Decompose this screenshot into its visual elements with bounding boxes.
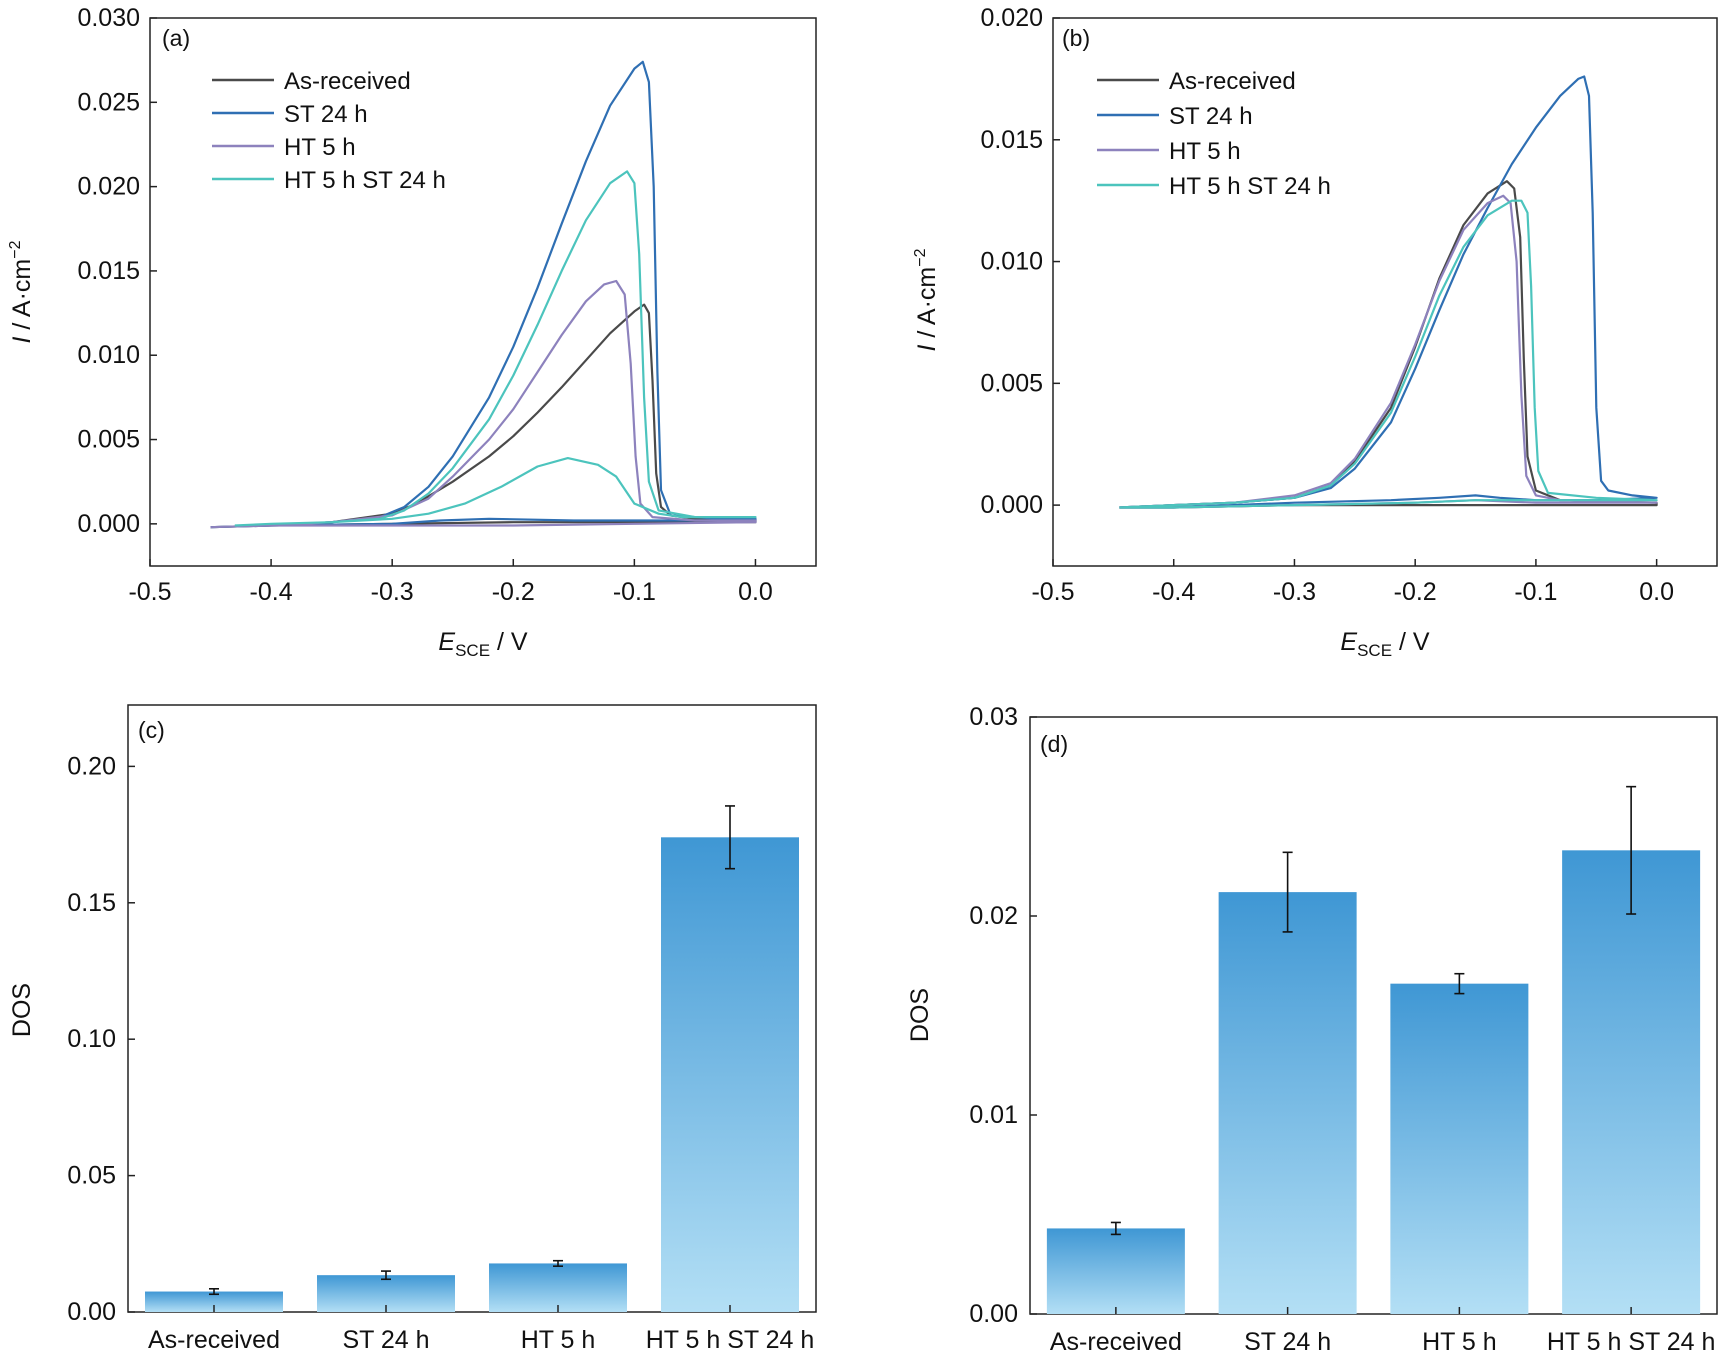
- bar-st-24-h: [1218, 892, 1357, 1314]
- panel-d-bar-chart: (d) 0.00 0.01 0.02 0.03 As-received ST 24 h H…: [906, 703, 1718, 1356]
- bar-ht-5-h-st-24-h: [661, 837, 799, 1312]
- bar-as-received: [1046, 1228, 1185, 1314]
- y-tick-label: 0.025: [77, 88, 140, 116]
- series-line-as-received: [210, 303, 757, 529]
- y-tick-label: 0.000: [77, 510, 140, 538]
- y-tick-label: 0.00: [969, 1300, 1018, 1328]
- series-line-st-24-h: [1119, 75, 1658, 509]
- x-tick-label: -0.1: [613, 578, 656, 606]
- y-tick-label: 0.000: [980, 491, 1043, 519]
- panel-c-y-axis-label: DOS: [8, 983, 36, 1037]
- x-category-label: ST 24 h: [1244, 1328, 1331, 1356]
- x-category-label: HT 5 h: [1422, 1328, 1497, 1356]
- x-tick-label: -0.2: [1394, 578, 1437, 606]
- y-tick-label: 0.020: [980, 4, 1043, 32]
- panel-b-frame: [1052, 17, 1718, 567]
- x-tick-label: 0.0: [738, 578, 773, 606]
- x-tick-label: 0.0: [1639, 578, 1674, 606]
- series-line-ht-5-h-st-24-h: [234, 170, 757, 527]
- panel-a-frame: [149, 17, 817, 567]
- panel-a-y-ticks: 0.000 0.005 0.010 0.015 0.020 0.025 0.030: [77, 4, 157, 538]
- panel-b-y-ticks: 0.000 0.005 0.010 0.015 0.020: [980, 4, 1060, 519]
- panel-a-x-ticks: -0.5 -0.4 -0.3 -0.2 -0.1 0.0: [128, 559, 773, 606]
- legend-label: HT 5 h ST 24 h: [284, 167, 446, 194]
- bar-as-received: [145, 1291, 283, 1312]
- panel-d-x-ticks: As-received ST 24 h HT 5 h HT 5 h ST 24 h: [1050, 1307, 1716, 1356]
- x-tick-label: -0.3: [1273, 578, 1316, 606]
- x-tick-label: -0.4: [250, 578, 293, 606]
- panel-b-x-ticks: -0.5 -0.4 -0.3 -0.2 -0.1 0.0: [1031, 559, 1674, 606]
- y-tick-label: 0.030: [77, 4, 140, 32]
- y-tick-label: 0.010: [77, 341, 140, 369]
- bar-ht-5-h: [1390, 983, 1529, 1314]
- x-category-label: As-received: [1050, 1328, 1182, 1356]
- x-tick-label: -0.2: [492, 578, 535, 606]
- panel-a-y-axis-label: I / A·cm−2: [7, 240, 36, 343]
- series-line-as-received: [1119, 180, 1658, 509]
- y-tick-label: 0.010: [980, 248, 1043, 276]
- y-tick-label: 0.005: [77, 426, 140, 454]
- legend-label: ST 24 h: [284, 101, 368, 128]
- y-tick-label: 0.00: [67, 1298, 116, 1326]
- legend-label: ST 24 h: [1169, 103, 1253, 130]
- y-tick-label: 0.10: [67, 1025, 116, 1053]
- y-tick-label: 0.005: [980, 369, 1043, 397]
- x-tick-label: -0.4: [1152, 578, 1195, 606]
- x-tick-label: -0.5: [1031, 578, 1074, 606]
- panel-a-tag: (a): [162, 25, 190, 51]
- panel-d-tag: (d): [1040, 731, 1068, 757]
- x-tick-label: -0.1: [1514, 578, 1557, 606]
- y-tick-label: 0.02: [969, 902, 1018, 930]
- x-category-label: ST 24 h: [342, 1326, 429, 1354]
- x-category-label: HT 5 h: [521, 1326, 596, 1354]
- panel-c-y-ticks: 0.00 0.05 0.10 0.15 0.20: [67, 752, 135, 1326]
- series-line-ht-5-h: [210, 279, 757, 529]
- panel-b-legend: As-received ST 24 h HT 5 h HT 5 h ST 24 h: [1097, 68, 1331, 200]
- legend-label: HT 5 h ST 24 h: [1169, 173, 1331, 200]
- legend-label: As-received: [1169, 68, 1296, 95]
- panel-d-bars: [1046, 785, 1701, 1314]
- panel-b-series: [1119, 75, 1658, 509]
- y-tick-label: 0.03: [969, 703, 1018, 731]
- y-tick-label: 0.15: [67, 889, 116, 917]
- legend-label: HT 5 h: [284, 134, 356, 161]
- y-tick-label: 0.020: [77, 173, 140, 201]
- y-tick-label: 0.015: [77, 257, 140, 285]
- bar-ht-5-h: [489, 1263, 627, 1312]
- legend-label: HT 5 h: [1169, 138, 1241, 165]
- panel-c-frame: [127, 704, 817, 1313]
- panel-d-y-axis-label: DOS: [906, 988, 934, 1042]
- panel-c-x-ticks: As-received ST 24 h HT 5 h HT 5 h ST 24 h: [148, 1305, 814, 1354]
- panel-b-x-axis-label: ESCE / V: [1340, 628, 1429, 660]
- y-tick-label: 0.05: [67, 1162, 116, 1190]
- panel-a-line-chart: (a) 0.0000.0050.0100.0150.0200.0250.030 …: [7, 4, 817, 660]
- series-line-ht-5-h: [1119, 194, 1658, 509]
- series-line-ht-5-h-st-24-h: [1119, 199, 1658, 509]
- panel-c-bar-chart: (c) 0.00 0.05 0.10 0.15 0.20 As-received ST 2…: [8, 704, 817, 1354]
- panel-b-tag: (b): [1062, 25, 1090, 51]
- panel-a-series: [210, 60, 757, 529]
- legend-label: As-received: [284, 68, 411, 95]
- x-tick-label: -0.3: [371, 578, 414, 606]
- x-tick-label: -0.5: [128, 578, 171, 606]
- panel-a-x-axis-label: ESCE / V: [438, 628, 527, 660]
- y-tick-label: 0.01: [969, 1101, 1018, 1129]
- x-category-label: HT 5 h ST 24 h: [646, 1326, 815, 1354]
- bar-ht-5-h-st-24-h: [1562, 850, 1701, 1314]
- panel-a-legend: As-received ST 24 h HT 5 h HT 5 h ST 24 h: [212, 68, 446, 194]
- panel-c-bars: [145, 805, 799, 1312]
- y-tick-label: 0.015: [980, 126, 1043, 154]
- y-tick-label: 0.20: [67, 752, 116, 780]
- panel-d-frame: [1029, 716, 1718, 1315]
- panel-b-y-axis-label: I / A·cm−2: [912, 248, 941, 351]
- series-line-st-24-h: [210, 60, 757, 529]
- panel-c-tag: (c): [138, 717, 165, 743]
- panel-d-y-ticks: 0.00 0.01 0.02 0.03: [969, 703, 1037, 1328]
- x-category-label: HT 5 h ST 24 h: [1547, 1328, 1716, 1356]
- x-category-label: As-received: [148, 1326, 280, 1354]
